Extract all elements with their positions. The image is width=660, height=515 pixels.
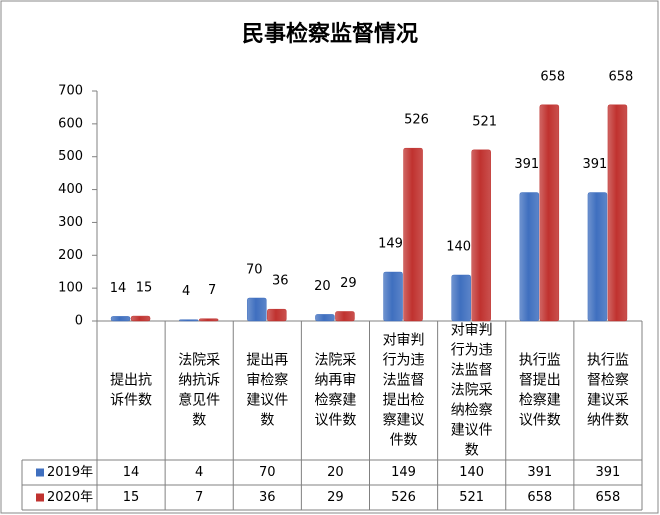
data-label: 526 <box>404 113 429 128</box>
table-value: 149 <box>391 465 416 480</box>
table-value: 14 <box>123 465 140 480</box>
x-tick-label: 执行监督检察建议采纳件数 <box>587 353 629 429</box>
data-label: 521 <box>472 114 497 129</box>
y-tick-label: 100 <box>58 281 83 296</box>
bar <box>451 274 471 322</box>
bar <box>315 314 335 322</box>
bar <box>247 297 267 322</box>
table-value: 70 <box>259 465 276 480</box>
legend-swatch <box>36 493 44 502</box>
bar <box>178 319 199 322</box>
legend-swatch <box>36 468 44 477</box>
data-label: 29 <box>340 276 357 291</box>
table-value: 521 <box>459 490 484 505</box>
bar <box>335 311 355 322</box>
data-label: 20 <box>314 279 331 294</box>
table-value: 658 <box>596 490 621 505</box>
table-value: 20 <box>327 465 344 480</box>
bar <box>130 315 151 322</box>
table-value: 7 <box>195 490 203 505</box>
data-label: 391 <box>514 157 539 172</box>
table-value: 4 <box>195 465 203 480</box>
data-label: 14 <box>110 281 127 296</box>
bar <box>519 192 540 322</box>
y-tick-label: 200 <box>58 248 83 263</box>
data-label: 658 <box>540 69 565 84</box>
y-tick-label: 300 <box>58 215 83 230</box>
x-tick-label: 对审判行为违法监督提出检察建议件数 <box>383 333 425 449</box>
y-tick-label: 500 <box>58 149 83 164</box>
x-tick-label: 执行监督提出检察建议件数 <box>519 353 561 429</box>
data-label: 140 <box>446 240 471 255</box>
legend-label: 2019年 <box>47 465 93 480</box>
table-value: 526 <box>391 490 416 505</box>
x-tick-label: 法院采纳再审检察建议件数 <box>314 353 356 429</box>
bar <box>267 308 287 322</box>
bar <box>471 149 491 322</box>
table-value: 15 <box>123 490 140 505</box>
table-value: 140 <box>459 465 484 480</box>
data-label: 4 <box>182 284 190 299</box>
bar <box>587 192 608 322</box>
data-label: 149 <box>378 237 403 252</box>
data-label: 36 <box>272 274 289 289</box>
x-tick-label: 对审判行为违法监督法院采纳检察建议件数 <box>451 323 493 459</box>
data-label: 15 <box>136 281 153 296</box>
table-value: 658 <box>527 490 552 505</box>
table-value: 36 <box>259 490 276 505</box>
y-tick-label: 700 <box>58 84 83 99</box>
bar <box>539 104 560 322</box>
y-tick-label: 600 <box>58 116 83 131</box>
bar <box>383 271 403 322</box>
x-tick-label: 法院采纳抗诉意见件数 <box>178 353 220 429</box>
x-tick-label: 提出抗诉件数 <box>110 373 152 409</box>
chart-title: 民事检察监督情况 <box>242 21 418 47</box>
y-tick-label: 400 <box>58 182 83 197</box>
y-tick-label: 0 <box>75 314 83 329</box>
bar <box>198 318 219 322</box>
legend-label: 2020年 <box>47 490 93 505</box>
bar <box>607 104 628 322</box>
table-value: 391 <box>596 465 621 480</box>
data-label: 391 <box>583 157 608 172</box>
bar <box>110 316 131 322</box>
bar <box>403 147 423 322</box>
data-label: 70 <box>246 263 263 278</box>
data-label: 658 <box>609 69 634 84</box>
data-label: 7 <box>208 283 216 298</box>
table-value: 391 <box>527 465 552 480</box>
x-tick-label: 提出再审检察建议件数 <box>246 353 288 429</box>
table-value: 29 <box>327 490 344 505</box>
